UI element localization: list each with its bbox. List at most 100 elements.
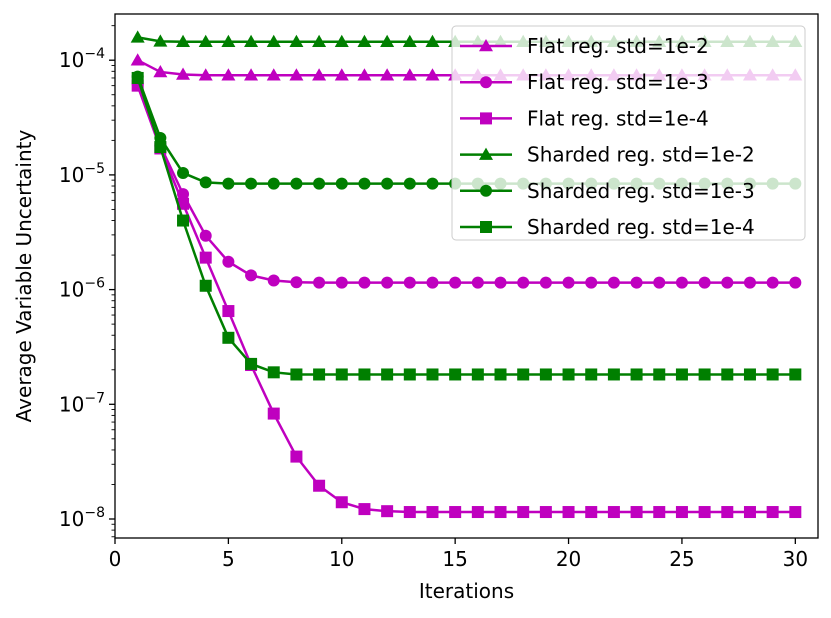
data-point [539,276,552,289]
data-point [494,276,507,289]
data-point [176,67,191,80]
x-tick-label: 25 [669,547,694,571]
data-point [607,506,620,519]
data-point [403,506,416,519]
data-point [380,68,395,81]
legend-entry: Sharded reg. std=1e-4 [460,215,755,239]
data-point [402,34,417,47]
data-point [199,176,212,189]
data-point [766,368,779,381]
data-point [335,276,348,289]
data-point [630,506,643,519]
data-point [585,276,598,289]
data-point [244,34,259,47]
data-point [335,368,348,381]
data-point [313,276,326,289]
data-point [290,450,303,463]
data-point [585,368,598,381]
data-point [131,71,144,84]
data-point [266,68,281,81]
data-point [630,368,643,381]
y-tick-label: 10−7 [59,390,105,416]
data-point [743,276,756,289]
data-point [245,357,258,370]
data-point [312,68,327,81]
x-axis-label: Iterations [419,579,514,603]
data-point [426,276,439,289]
data-point [381,276,394,289]
data-point [426,506,439,519]
data-point [245,269,258,282]
data-point [313,368,326,381]
data-point [539,506,552,519]
x-tick-label: 20 [556,547,581,571]
data-point [402,68,417,81]
data-point [471,368,484,381]
data-point [494,368,507,381]
data-point [562,368,575,381]
legend-entry: Sharded reg. std=1e-3 [460,179,755,203]
data-point [743,506,756,519]
data-point [267,274,280,287]
legend-marker [480,76,492,89]
data-point [789,276,802,289]
series-6 [131,71,802,381]
legend-entry: Flat reg. std=1e-3 [460,70,709,94]
data-point [471,506,484,519]
data-point [721,276,734,289]
x-tick-label: 10 [329,547,354,571]
data-point [221,34,236,47]
data-point [267,366,280,379]
data-point [358,276,371,289]
data-point [222,331,235,344]
data-point [380,34,395,47]
data-point [335,177,348,190]
data-point [517,506,530,519]
data-point [449,368,462,381]
legend-marker [480,112,492,125]
data-point [449,506,462,519]
data-point [517,368,530,381]
data-point [426,368,439,381]
data-point [653,368,666,381]
data-point [199,251,212,264]
data-point [607,368,620,381]
x-tick-label: 15 [442,547,467,571]
legend: Flat reg. std=1e-2 Flat reg. std=1e-3 Flat… [451,25,806,241]
legend-entry: Flat reg. std=1e-4 [460,106,709,130]
y-tick-label: 10−5 [59,161,105,187]
data-point [176,34,191,47]
data-point [153,34,168,47]
legend-entry: Sharded reg. std=1e-2 [460,143,755,167]
data-point [585,506,598,519]
data-point [721,506,734,519]
data-point [675,276,688,289]
data-point [403,368,416,381]
data-point [449,276,462,289]
y-axis-label: Average Variable Uncertainty [12,130,36,423]
data-point [766,506,779,519]
data-point [358,503,371,516]
data-point [357,68,372,81]
data-point [743,368,756,381]
data-point [607,276,620,289]
data-point [130,30,145,43]
data-point [381,505,394,518]
x-tick-label: 5 [222,547,235,571]
data-point [177,214,190,227]
legend-marker [480,184,492,197]
legend-label: Flat reg. std=1e-3 [527,70,709,94]
data-point [312,34,327,47]
data-point [698,368,711,381]
data-point [539,368,552,381]
data-point [562,506,575,519]
data-point [517,276,530,289]
y-tick-label: 10−8 [59,505,105,531]
data-point [290,368,303,381]
data-point [562,276,575,289]
legend-label: Flat reg. std=1e-2 [527,34,709,58]
data-point [630,276,643,289]
data-point [267,407,280,420]
data-point [245,177,258,190]
